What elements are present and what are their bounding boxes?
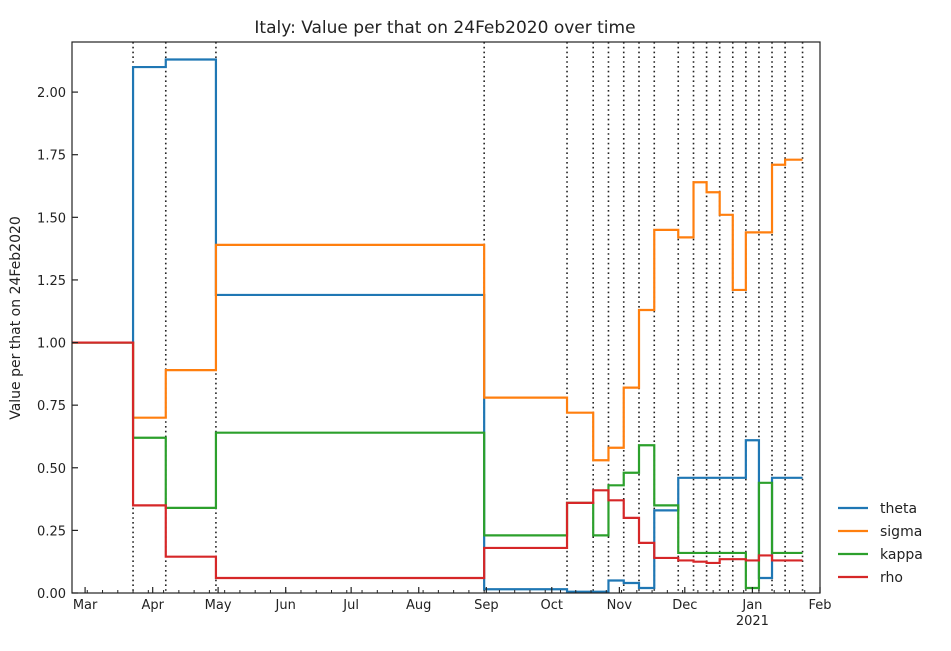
y-tick-label: 2.00 (37, 86, 66, 101)
x-tick-label: Oct (541, 598, 563, 613)
x-tick-label: Aug (406, 598, 431, 613)
y-tick-label: 1.00 (37, 337, 66, 352)
x-tick-label: Jun (275, 598, 296, 613)
axes: 0.00 0.25 0.50 0.75 1.00 1.25 1.50 1.75 2.00 Mar A… (37, 41, 832, 629)
y-tick-label: 0.00 (37, 587, 66, 602)
x-tick-label: Apr (141, 598, 164, 613)
x-tick-label: Jan (741, 598, 762, 613)
y-tick-label: 0.25 (37, 524, 66, 539)
series-line-theta (72, 58, 803, 593)
series-line-rho (72, 341, 803, 580)
legend-label-rho: rho (880, 570, 903, 586)
x-tick-label: Mar (73, 598, 98, 613)
x-tick-sublabel: 2021 (736, 614, 769, 629)
y-tick-label: 0.50 (37, 462, 66, 477)
change-date-lines (132, 42, 804, 593)
legend-label-sigma: sigma (880, 524, 922, 540)
x-tick-label: Sep (474, 598, 499, 613)
y-tick-label: 1.75 (37, 149, 66, 164)
legend-label-kappa: kappa (880, 547, 923, 563)
series-line-sigma (72, 158, 803, 462)
series-line-kappa (72, 341, 803, 590)
y-axis-title: Value per that on 24Feb2020 (8, 216, 24, 420)
plot-frame (71, 41, 821, 594)
legend: theta sigma kappa rho (838, 501, 923, 586)
y-tick-label: 0.75 (37, 399, 66, 414)
x-tick-label: Dec (672, 598, 697, 613)
x-tick-label: May (205, 598, 232, 613)
x-tick-label: Jul (342, 598, 359, 613)
chart-title: Italy: Value per that on 24Feb2020 over … (254, 18, 635, 38)
x-tick-label: Nov (607, 598, 633, 613)
legend-label-theta: theta (880, 501, 917, 517)
y-tick-label: 1.25 (37, 274, 66, 289)
x-tick-label: Feb (808, 598, 831, 613)
y-tick-label: 1.50 (37, 211, 66, 226)
series-lines (72, 58, 803, 593)
